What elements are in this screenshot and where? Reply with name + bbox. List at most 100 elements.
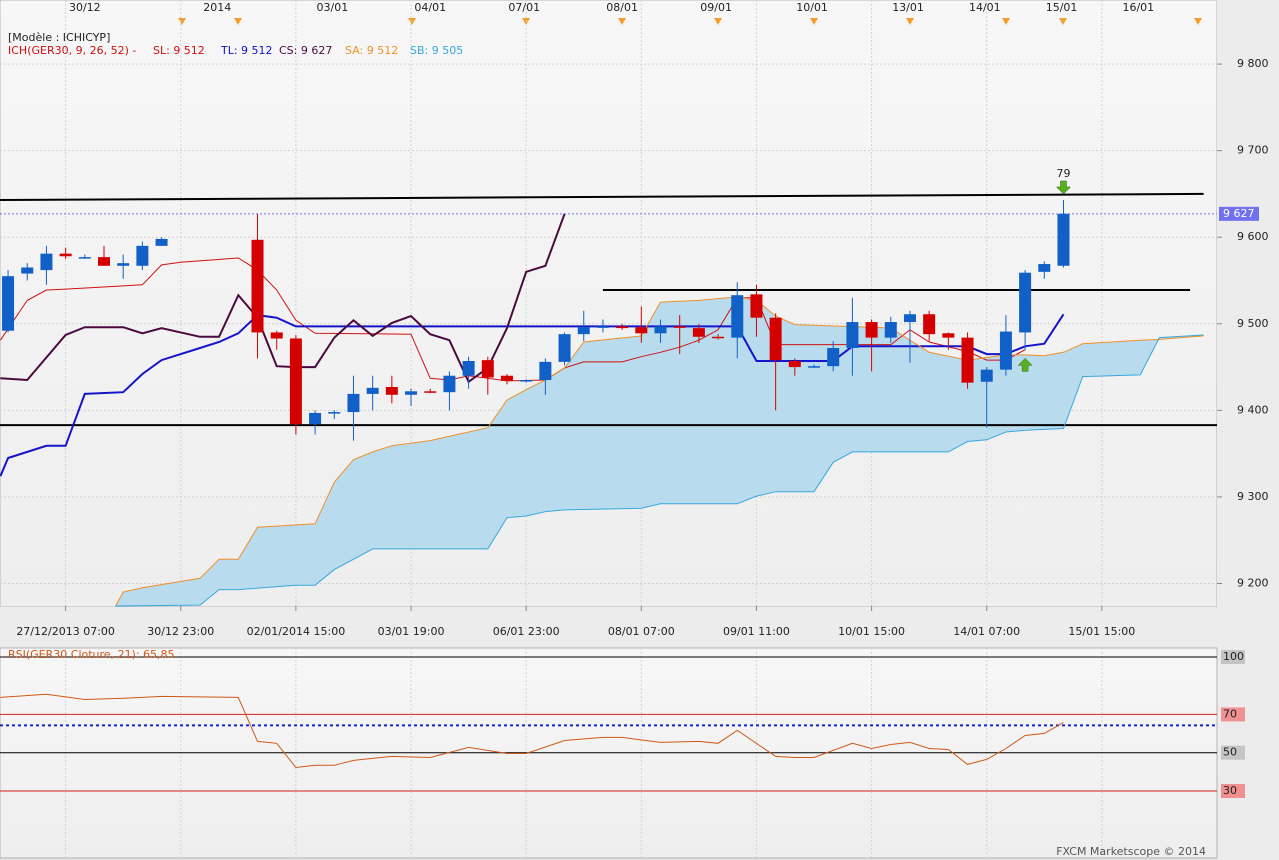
legend-entry: SL: 9 512 xyxy=(153,44,205,57)
event-marker xyxy=(234,18,242,25)
annotation: 79 xyxy=(1056,167,1070,180)
candle-body xyxy=(270,332,283,339)
date-label: 14/01 xyxy=(969,1,1001,14)
candle-body xyxy=(942,333,955,338)
x-tick-label: 02/01/2014 15:00 xyxy=(247,625,346,638)
x-tick-label: 08/01 07:00 xyxy=(608,625,675,638)
last-price-box xyxy=(1219,206,1259,221)
axes: 27/12/2013 07:00 30/12 23:00 02/01/2014 15… xyxy=(16,1,1269,798)
indicator-line xyxy=(0,313,1065,477)
event-marker xyxy=(714,18,722,25)
candle-body xyxy=(731,295,744,338)
date-label: 09/01 xyxy=(700,1,732,14)
candle-body xyxy=(2,276,15,331)
x-tick-label: 27/12/2013 07:00 xyxy=(16,625,115,638)
event-marker xyxy=(618,18,626,25)
event-marker xyxy=(906,18,914,25)
y-tick-label: 9 200 xyxy=(1237,576,1269,589)
candle-body xyxy=(500,375,513,381)
y-tick-label: 9 800 xyxy=(1237,57,1269,70)
y-tick-label: 9 700 xyxy=(1237,144,1269,157)
event-marker xyxy=(810,18,818,25)
candle-body xyxy=(78,257,91,259)
candle-body xyxy=(21,267,34,274)
x-tick-label: 30/12 23:00 xyxy=(147,625,214,638)
candle-body xyxy=(309,412,322,425)
indicator-label: ICH(GER30, 9, 26, 52) - xyxy=(8,44,136,57)
candle-body xyxy=(539,361,552,381)
y-tick-label: 9 500 xyxy=(1237,317,1269,330)
trend-line xyxy=(0,192,1204,201)
event-marker xyxy=(1194,18,1202,25)
candle-body xyxy=(385,386,398,395)
date-label: 03/01 xyxy=(317,1,349,14)
candle-body xyxy=(328,412,341,414)
candle-body xyxy=(903,314,916,323)
date-label: 30/12 xyxy=(69,1,101,14)
candle-body xyxy=(1038,264,1051,272)
candle-body xyxy=(750,294,763,318)
signal-arrow xyxy=(1055,180,1072,195)
candle-body xyxy=(40,253,53,271)
candle-body xyxy=(884,322,897,338)
candle-body xyxy=(405,391,418,395)
candle-body xyxy=(808,366,821,368)
candle-body xyxy=(462,361,475,376)
legend-entry: SB: 9 505 xyxy=(410,44,463,57)
y-tick-label: 9 600 xyxy=(1237,230,1269,243)
candle-body xyxy=(923,314,936,335)
event-marker xyxy=(178,18,186,25)
candle-body xyxy=(577,327,590,335)
date-label: 13/01 xyxy=(892,1,924,14)
candle-body xyxy=(155,238,168,246)
candle-body xyxy=(999,331,1012,370)
candle-body xyxy=(136,245,149,266)
candle-body xyxy=(424,391,437,393)
candle-body xyxy=(673,326,686,328)
x-tick-label: 10/01 15:00 xyxy=(838,625,905,638)
candle-body xyxy=(481,360,494,378)
x-tick-label: 09/01 11:00 xyxy=(723,625,790,638)
candle-body xyxy=(980,369,993,382)
x-tick-label: 14/01 07:00 xyxy=(953,625,1020,638)
candle-body xyxy=(1019,272,1032,333)
rsi-tick-label: 50 xyxy=(1223,746,1237,759)
date-label: 10/01 xyxy=(796,1,828,14)
rsi-title: RSI(GER30 Cloture, 21): 65,85 xyxy=(8,648,175,661)
rsi-plot xyxy=(0,648,1217,858)
candle-body xyxy=(443,375,456,393)
candle-body xyxy=(692,328,705,337)
model-label: [Modèle : ICHICYP] xyxy=(8,31,110,44)
signal-arrow xyxy=(1017,357,1033,372)
candle-body xyxy=(596,326,609,328)
candle-body xyxy=(251,239,264,333)
date-label: 16/01 xyxy=(1122,1,1154,14)
event-marker xyxy=(1002,18,1010,25)
time-axis xyxy=(0,607,1217,647)
date-label: 15/01 xyxy=(1046,1,1078,14)
candle-body xyxy=(788,361,801,368)
candle-body xyxy=(616,326,629,329)
candle-body xyxy=(654,326,667,334)
last-price-label: 9 627 xyxy=(1223,207,1255,220)
candle-body xyxy=(961,337,974,383)
date-label: 07/01 xyxy=(508,1,540,14)
axis-strip xyxy=(1217,0,1279,860)
candle-body xyxy=(558,334,571,362)
rsi-tick-label: 30 xyxy=(1223,784,1237,797)
x-tick-label: 03/01 19:00 xyxy=(378,625,445,638)
candle-body xyxy=(865,322,878,338)
date-label: 04/01 xyxy=(414,1,446,14)
x-tick-label: 06/01 23:00 xyxy=(493,625,560,638)
date-label: 2014 xyxy=(203,1,231,14)
y-tick-label: 9 400 xyxy=(1237,403,1269,416)
candle-body xyxy=(1057,213,1070,266)
candle-body xyxy=(59,253,72,257)
candle-body xyxy=(846,322,859,349)
candle-body xyxy=(769,317,782,361)
candle-body xyxy=(347,393,360,413)
indicator-line xyxy=(115,334,1204,607)
candle-body xyxy=(827,348,840,367)
candle-body xyxy=(289,338,302,425)
